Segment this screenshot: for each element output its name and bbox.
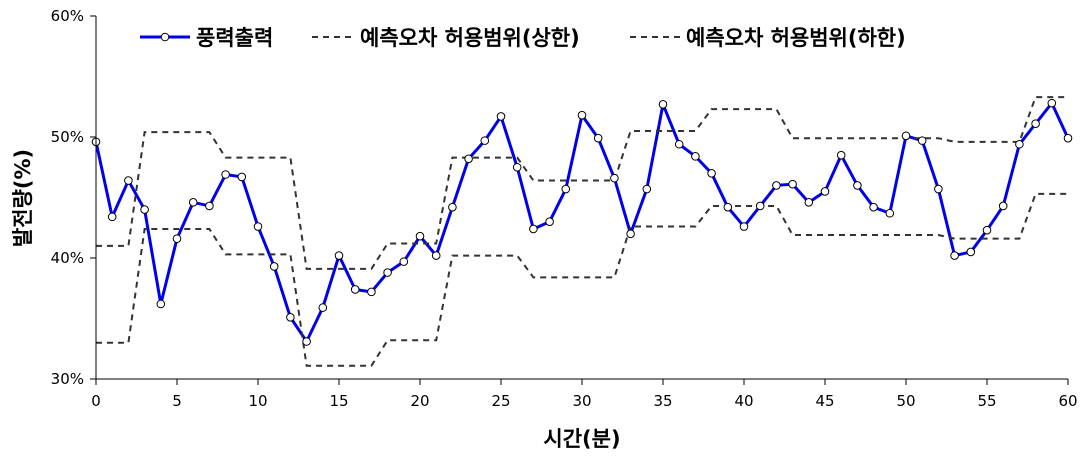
data-point-wind-output	[626, 229, 635, 239]
data-point-wind-output	[707, 169, 716, 178]
data-point-wind-output	[399, 257, 409, 266]
data-point-wind-output	[367, 287, 376, 297]
data-point-wind-output	[869, 202, 878, 212]
data-point-wind-output	[934, 184, 943, 194]
y-axis-title: 발전량(%)	[11, 149, 35, 247]
x-ticks: 0 5 10 15 20 25 30 35 40 45 50 55 60	[91, 379, 1078, 410]
data-point-wind-output	[610, 173, 619, 183]
legend-item-upper-bound: 예측오차 허용범위(상한)	[312, 26, 580, 50]
data-point-wind-output	[124, 176, 133, 185]
y-tick-label: 40%	[51, 249, 84, 267]
x-tick-label: 55	[977, 392, 996, 410]
data-point-wind-output	[431, 251, 441, 260]
x-tick-label: 25	[491, 392, 510, 410]
data-point-wind-output	[172, 234, 182, 243]
data-point-wind-output	[383, 268, 392, 277]
data-point-wind-output	[998, 201, 1008, 211]
data-point-wind-output	[642, 184, 652, 194]
legend-label-lower-bound: 예측오차 허용범위(하한)	[686, 26, 906, 50]
data-point-wind-output	[350, 285, 360, 294]
data-point-wind-output	[901, 131, 911, 141]
data-point-wind-output	[188, 198, 198, 207]
x-tick-label: 45	[815, 392, 834, 410]
data-point-wind-output	[577, 110, 587, 120]
x-tick-label: 50	[896, 392, 915, 410]
data-point-wind-output	[820, 187, 830, 196]
x-tick-label: 35	[653, 392, 672, 410]
x-tick-label: 0	[91, 392, 101, 410]
y-tick-label: 30%	[51, 370, 84, 388]
x-tick-label: 60	[1058, 392, 1077, 410]
legend-label-upper-bound: 예측오차 허용범위(상한)	[360, 26, 580, 50]
data-point-wind-output	[253, 222, 263, 231]
data-point-wind-output	[804, 198, 814, 207]
x-tick-label: 10	[248, 392, 267, 410]
data-point-wind-output	[221, 170, 230, 179]
legend: 풍력출력 예측오차 허용범위(상한) 예측오차 허용범위(하한)	[140, 26, 906, 50]
series-line-upper-bound	[96, 96, 1068, 270]
x-tick-label: 20	[410, 392, 429, 410]
data-point-wind-output	[788, 179, 797, 189]
data-point-wind-output	[853, 181, 862, 190]
legend-label-wind-output: 풍력출력	[196, 26, 273, 50]
data-point-wind-output	[480, 136, 490, 145]
data-point-wind-output	[205, 201, 214, 211]
data-point-wind-output	[286, 312, 295, 322]
data-point-wind-output	[156, 299, 166, 309]
data-point-wind-output	[674, 139, 684, 149]
axes: 30% 40% 50% 60% 0 5 10 15 20 25 30 35 40 45 50 55 60	[51, 7, 1078, 410]
data-point-wind-output	[1047, 98, 1057, 108]
x-axis-title: 시간(분)	[543, 427, 620, 451]
data-point-wind-output	[917, 136, 927, 145]
legend-item-wind-output: 풍력출력	[140, 26, 273, 50]
data-point-wind-output	[318, 303, 328, 312]
data-point-wind-output	[545, 217, 554, 226]
data-point-wind-output	[772, 181, 781, 190]
data-point-wind-output	[950, 251, 959, 260]
data-point-wind-output	[529, 224, 538, 234]
y-ticks: 30% 40% 50% 60%	[51, 7, 96, 388]
data-point-wind-output	[1063, 133, 1073, 143]
data-point-wind-output	[415, 231, 425, 241]
data-point-wind-output	[464, 154, 473, 164]
data-point-wind-output	[512, 162, 522, 172]
series-line-lower-bound	[96, 192, 1068, 367]
data-point-wind-output	[723, 202, 733, 212]
data-point-wind-output	[1031, 119, 1040, 128]
x-tick-label: 30	[572, 392, 591, 410]
x-tick-label: 5	[172, 392, 182, 410]
data-point-wind-output	[140, 205, 149, 214]
data-point-wind-output	[302, 337, 311, 346]
data-point-wind-output	[966, 247, 976, 257]
series-markers	[91, 98, 1073, 346]
data-point-wind-output	[269, 262, 279, 271]
data-point-wind-output	[237, 172, 247, 182]
data-point-wind-output	[448, 202, 457, 212]
data-point-wind-output	[755, 201, 765, 211]
data-point-wind-output	[496, 112, 506, 121]
data-point-wind-output	[561, 184, 571, 194]
data-point-wind-output	[836, 150, 846, 160]
data-point-wind-output	[739, 222, 749, 231]
data-point-wind-output	[982, 225, 992, 235]
data-point-wind-output	[593, 133, 603, 143]
data-point-wind-output	[691, 152, 700, 161]
data-point-wind-output	[885, 208, 895, 218]
legend-item-lower-bound: 예측오차 허용범위(하한)	[630, 26, 906, 50]
data-point-wind-output	[1015, 139, 1024, 149]
data-point-wind-output	[107, 212, 117, 222]
data-point-wind-output	[658, 100, 668, 109]
legend-marker-wind-output	[160, 32, 170, 42]
x-tick-label: 40	[734, 392, 753, 410]
data-point-wind-output	[334, 251, 344, 260]
x-tick-label: 15	[329, 392, 348, 410]
y-tick-label: 60%	[51, 7, 84, 25]
y-tick-label: 50%	[51, 128, 84, 146]
